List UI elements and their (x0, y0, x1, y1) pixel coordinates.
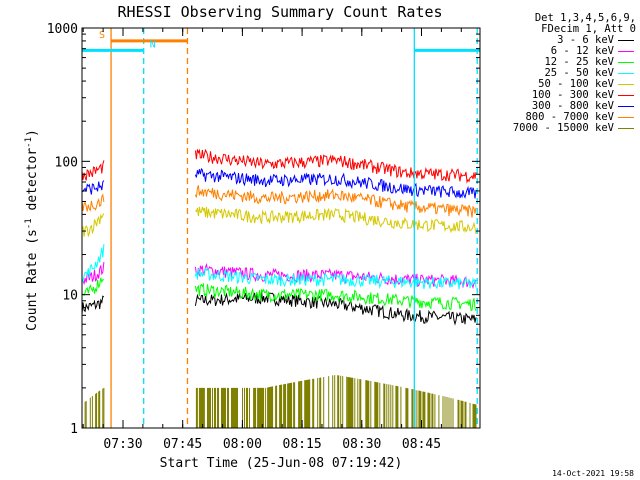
legend-entry: 6 - 12 keV (478, 46, 636, 57)
legend-entry: 100 - 300 keV (478, 90, 636, 101)
series-7000-15000-kev (81, 375, 477, 428)
y-tick-label: 1 (70, 422, 78, 437)
y-label-end: ) (25, 129, 40, 137)
series-100-300-kev (81, 148, 477, 184)
legend-entry: 800 - 7000 keV (478, 112, 636, 123)
series-line (194, 282, 477, 312)
legend-label: 100 - 300 keV (531, 89, 614, 101)
legend-swatch (618, 128, 634, 129)
legend-label: 300 - 800 keV (531, 100, 614, 112)
series-50-100-kev (81, 206, 477, 238)
x-tick-label: 07:30 (103, 437, 142, 452)
x-axis-label: Start Time (25-Jun-08 07:19:42) (160, 456, 403, 471)
y-tick-label: 10 (62, 289, 78, 304)
legend-entry: 12 - 25 keV (478, 57, 636, 68)
series-6-12-kev (81, 261, 477, 290)
series-line (81, 295, 105, 315)
plot-frame (81, 27, 481, 429)
series-line (194, 291, 477, 326)
y-tick-label: 100 (55, 155, 78, 170)
legend-label: 3 - 6 keV (557, 34, 614, 46)
flag-label: N (150, 39, 156, 50)
legend-swatch (618, 84, 634, 85)
series-12-25-kev (81, 277, 477, 312)
legend-swatch (618, 73, 634, 74)
y-axis-label: Count Rate (s-1 detector-1) (24, 129, 40, 331)
legend-entry: 50 - 100 keV (478, 79, 636, 90)
series-line (195, 206, 477, 234)
x-tick-label: 08:00 (223, 437, 262, 452)
flag-label: S (99, 30, 105, 41)
legend-swatch (618, 40, 634, 41)
legend-entry: 7000 - 15000 keV (478, 123, 636, 134)
legend-rows: 3 - 6 keV 6 - 12 keV 12 - 25 keV 25 - 50 ke… (478, 35, 636, 134)
x-tick-label: 08:15 (283, 437, 322, 452)
y-tick-label: 1000 (47, 22, 78, 37)
series-line (194, 185, 477, 218)
y-label-main: Count Rate (s (25, 229, 40, 331)
series-line (81, 193, 105, 212)
legend-label: 800 - 7000 keV (525, 111, 614, 123)
legend-label: 6 - 12 keV (550, 45, 614, 57)
series-line (194, 262, 477, 290)
legend-entry: 300 - 800 keV (478, 101, 636, 112)
chart-title: RHESSI Observing Summary Count Rates (117, 3, 442, 21)
series-line (194, 266, 477, 290)
series-line (195, 375, 477, 428)
series-800-7000-kev (81, 185, 477, 218)
series-25-50-kev (81, 243, 477, 290)
series-line (81, 387, 105, 428)
x-tick-label: 08:30 (342, 437, 381, 452)
series-line (81, 213, 105, 238)
legend-swatch (618, 117, 634, 118)
legend-label: 7000 - 15000 keV (512, 122, 614, 134)
legend-header-line-1: Det 1,3,4,5,6,9, (534, 12, 636, 24)
legend-entry: 25 - 50 keV (478, 68, 636, 79)
series-line (81, 180, 105, 195)
legend-swatch (618, 62, 634, 63)
x-tick-label: 08:45 (402, 437, 441, 452)
legend: Det 1,3,4,5,6,9, FDecim 1, Att 0 3 - 6 k… (478, 13, 636, 134)
series-300-800-kev (81, 167, 477, 199)
series-line (81, 243, 105, 284)
legend-label: 12 - 25 keV (544, 56, 614, 68)
legend-label: 25 - 50 keV (544, 67, 614, 79)
series-line (81, 277, 104, 297)
legend-label: 50 - 100 keV (538, 78, 614, 90)
legend-entry: 3 - 6 keV (478, 35, 636, 46)
timestamp: 14-Oct-2021 19:58 (552, 469, 634, 478)
y-label-mid: detector (25, 148, 40, 219)
series-line (194, 148, 477, 184)
plot-area: SN (81, 28, 480, 428)
y-label-sup1: -1 (24, 218, 34, 229)
legend-swatch (618, 95, 634, 96)
legend-swatch (618, 106, 634, 107)
legend-header-line-2: FDecim 1, Att 0 (541, 23, 636, 35)
legend-swatch (618, 51, 634, 52)
x-tick-label: 07:45 (163, 437, 202, 452)
series-line (194, 167, 477, 199)
series-line (81, 160, 105, 181)
series-line (81, 261, 105, 286)
axes-ticks: 1 10 100 1000 07:30 07:45 08:00 08:15 08:30 08:45 (47, 22, 480, 452)
y-label-sup2: -1 (24, 137, 34, 148)
